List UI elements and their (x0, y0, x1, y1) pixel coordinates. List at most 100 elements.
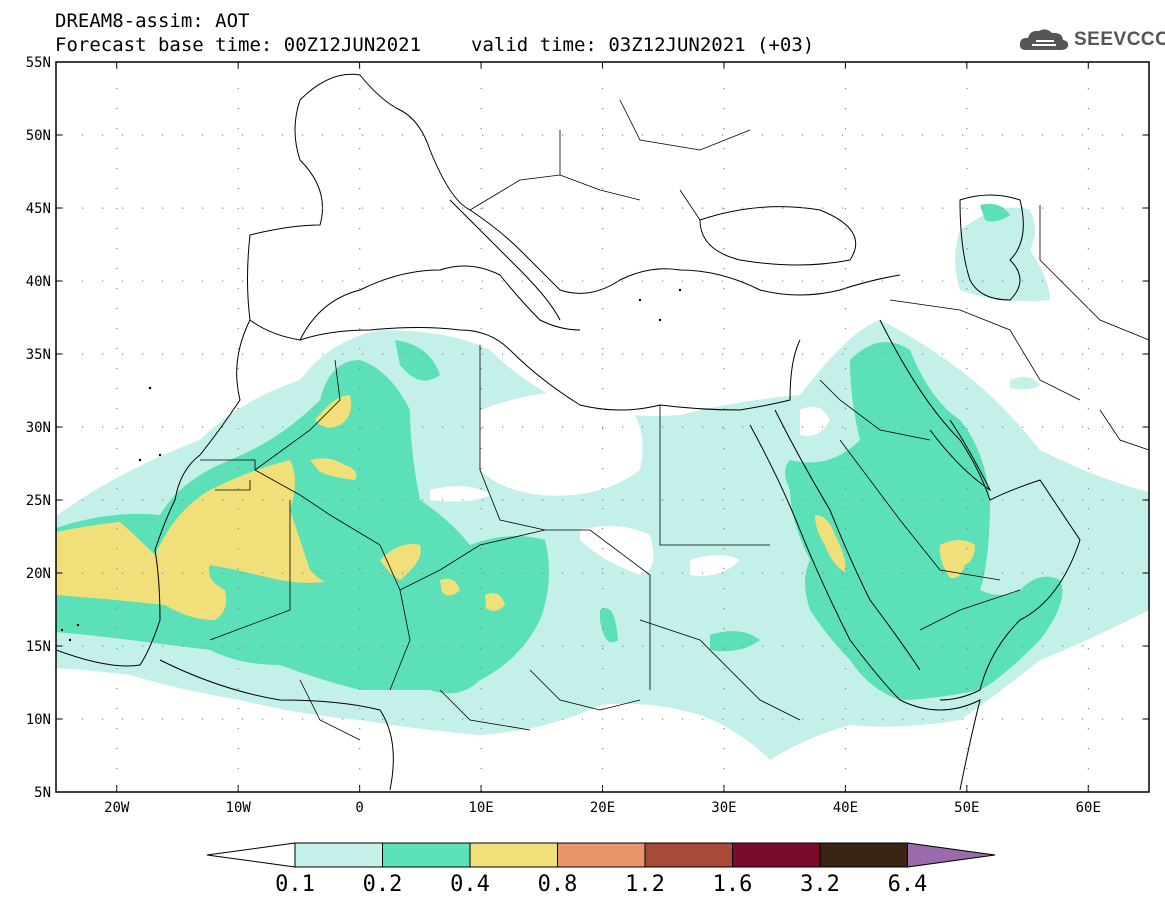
grid-dot (522, 499, 524, 501)
grid-dot (822, 645, 824, 647)
grid-dot (1002, 207, 1004, 209)
grid-dot (359, 588, 361, 590)
grid-dot (359, 88, 361, 90)
grid-dot (116, 228, 118, 230)
grid-dot (237, 228, 239, 230)
grid-dot (602, 308, 604, 310)
grid-dot (1102, 572, 1104, 574)
grid-dot (402, 718, 404, 720)
grid-dot (116, 208, 118, 210)
grid-dot (602, 353, 604, 355)
grid-dot (622, 718, 624, 720)
grid-dot (762, 499, 764, 501)
grid-dot (1122, 134, 1124, 136)
grid-dot (382, 353, 384, 355)
grid-dot (402, 572, 404, 574)
grid-dot (82, 426, 84, 428)
grid-dot (422, 572, 424, 574)
grid-dot (966, 608, 968, 610)
grid-dot (362, 499, 364, 501)
grid-dot (262, 353, 264, 355)
grid-dot (302, 134, 304, 136)
grid-dot (242, 353, 244, 355)
grid-dot (322, 207, 324, 209)
grid-dot (602, 468, 604, 470)
grid-dot (844, 148, 847, 150)
grid-dot (402, 207, 404, 209)
grid-dot (116, 148, 118, 150)
grid-dot (602, 268, 604, 270)
grid-dot (822, 426, 824, 428)
colorbar-label: 1.2 (625, 872, 665, 897)
grid-dot (282, 718, 284, 720)
grid-dot (542, 353, 544, 355)
grid-dot (682, 426, 684, 428)
grid-dot (1087, 708, 1089, 710)
grid-dot (237, 568, 239, 570)
grid-dot (522, 280, 524, 282)
grid-dot (1042, 572, 1044, 574)
grid-dot (102, 134, 104, 136)
grid-dot (422, 499, 424, 501)
grid-dot (723, 148, 725, 150)
grid-dot (602, 188, 604, 190)
grid-dot (480, 708, 482, 710)
grid-dot (422, 207, 424, 209)
grid-dot (142, 134, 144, 136)
grid-dot (723, 68, 725, 70)
grid-dot (1062, 499, 1064, 501)
grid-dot (237, 648, 239, 650)
grid-dot (862, 499, 864, 501)
grid-dot (723, 488, 725, 490)
grid-dot (602, 688, 604, 690)
grid-dot (502, 280, 504, 282)
grid-dot (1042, 134, 1044, 136)
grid-dot (237, 188, 239, 190)
grid-dot (844, 248, 847, 250)
grid-dot (723, 428, 725, 430)
grid-dot (302, 645, 304, 647)
grid-dot (237, 788, 239, 790)
grid-dot (882, 572, 884, 574)
colorbar-swatch (819, 842, 908, 868)
grid-dot (1002, 280, 1004, 282)
grid-dot (237, 468, 239, 470)
grid-dot (562, 353, 564, 355)
grid-dot (702, 134, 704, 136)
grid-dot (742, 499, 744, 501)
grid-dot (422, 280, 424, 282)
grid-dot (562, 572, 564, 574)
grid-dot (1102, 353, 1104, 355)
grid-dot (662, 499, 664, 501)
grid-dot (1087, 308, 1089, 310)
grid-dot (723, 628, 725, 630)
grid-dot (966, 488, 968, 490)
grid-dot (359, 628, 361, 630)
grid-dot (162, 645, 164, 647)
grid-dot (966, 388, 968, 390)
grid-dot (82, 645, 84, 647)
grid-dot (122, 572, 124, 574)
grid-dot (966, 748, 968, 750)
grid-dot (359, 188, 361, 190)
lon-label: 0 (355, 800, 363, 816)
grid-dot (542, 645, 544, 647)
grid-dot (237, 168, 239, 170)
grid-dot (1102, 134, 1104, 136)
grid-dot (1102, 280, 1104, 282)
grid-dot (1042, 280, 1044, 282)
colorbar-label: 0.4 (450, 872, 490, 897)
grid-dot (782, 280, 784, 282)
grid-dot (882, 353, 884, 355)
grid-dot (602, 528, 604, 530)
grid-dot (502, 353, 504, 355)
grid-dot (1102, 499, 1104, 501)
grid-dot (562, 280, 564, 282)
grid-dot (602, 228, 604, 230)
grid-dot (1062, 134, 1064, 136)
grid-dot (902, 718, 904, 720)
grid-dot (723, 128, 725, 130)
grid-dot (602, 348, 604, 350)
grid-dot (382, 499, 384, 501)
grid-dot (1122, 499, 1124, 501)
